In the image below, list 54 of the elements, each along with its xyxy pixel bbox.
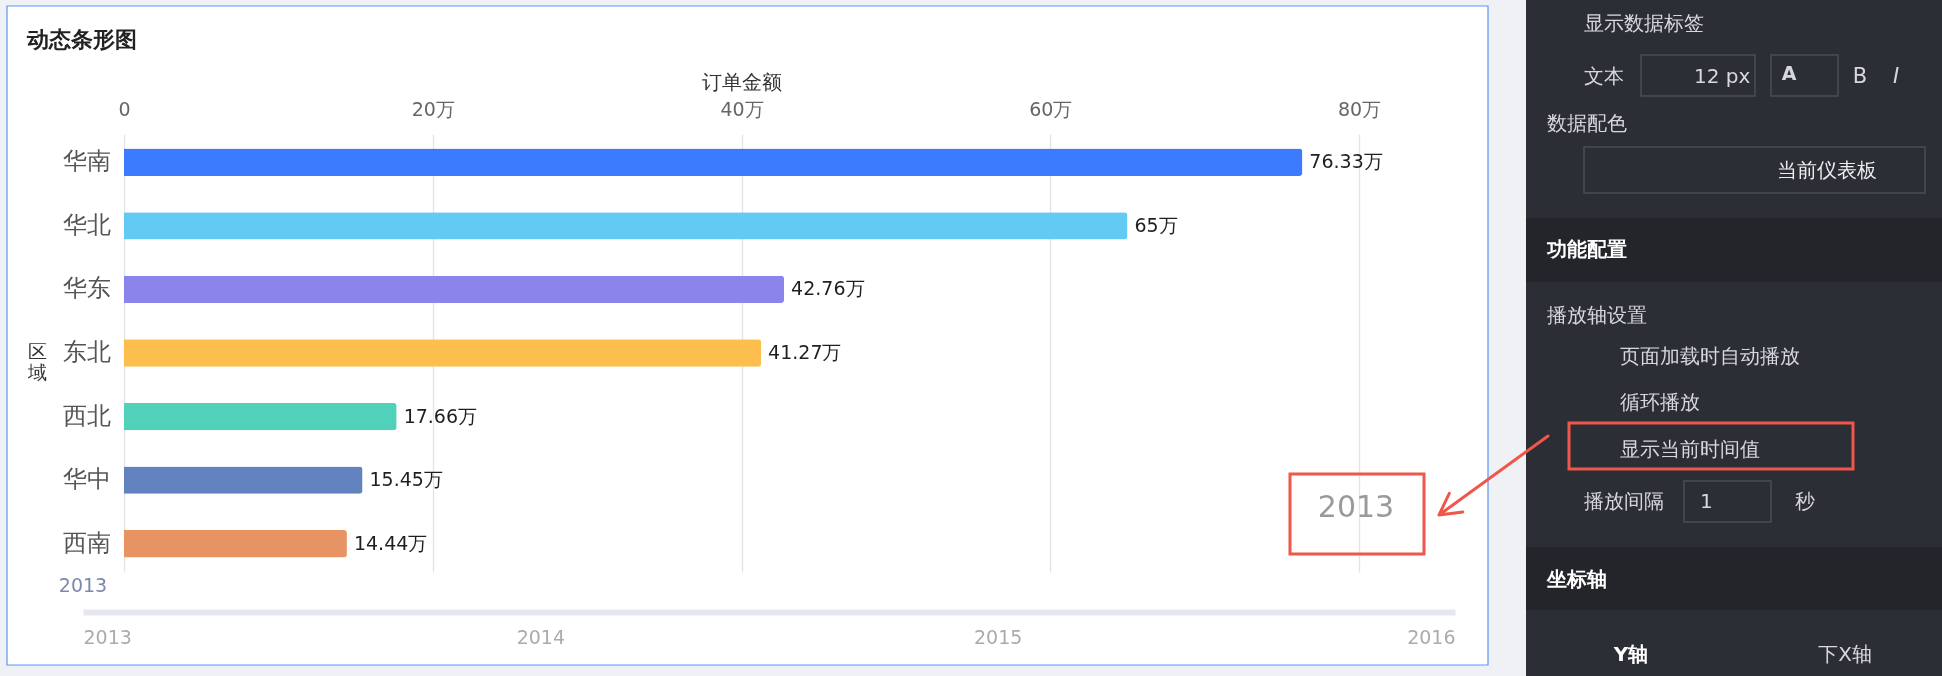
text: 显示数据标签: [1584, 11, 1704, 35]
text: 播放间隔: [1584, 489, 1664, 513]
x2-tick-label: 2016: [1407, 625, 1456, 648]
y-tick-label: 华东: [62, 274, 111, 303]
text: A: [1781, 62, 1797, 84]
y-tick-label: 华北: [62, 210, 111, 239]
x-axis-title: 订单金额: [702, 69, 782, 94]
text: 循环播放: [1620, 390, 1700, 414]
text: I: [1892, 64, 1900, 88]
text: 下X轴: [1818, 642, 1872, 666]
data-label: 14.44万: [353, 531, 428, 554]
y-tick-label: 华南: [62, 147, 111, 176]
bar: [124, 466, 363, 494]
text: 文本: [1584, 64, 1624, 88]
x2-tick-label: 2015: [973, 625, 1023, 648]
data-label: 15.45万: [369, 468, 443, 491]
text: 页面加载时自动播放: [1620, 344, 1800, 368]
text: 功能配置: [1546, 237, 1627, 261]
text: B: [1852, 64, 1868, 88]
text: 坐标轴: [1546, 567, 1607, 591]
text: Y轴: [1612, 642, 1649, 666]
text: 播放轴设置: [1547, 303, 1647, 327]
x-tick-label: 60万: [1029, 97, 1073, 120]
x2-tick-label: 2014: [516, 625, 566, 648]
y-tick-label: 西南: [62, 528, 111, 557]
x-tick-label: 0: [118, 97, 131, 120]
bar: [124, 339, 762, 367]
y-tick-label: 东北: [62, 338, 111, 366]
x-tick-label: 20万: [411, 97, 455, 120]
text: 数据配色: [1547, 111, 1627, 135]
text: 秒: [1795, 489, 1815, 513]
annotation: 2013: [1317, 489, 1395, 524]
bar: [124, 275, 785, 304]
text: 1: [1700, 489, 1713, 513]
x2-tick-label: 2013: [83, 625, 132, 648]
y-tick-label: 西北: [62, 401, 111, 430]
x-tick-label: 80万: [1337, 97, 1382, 120]
x-tick-label: 40万: [720, 97, 764, 120]
bar: [124, 148, 1303, 176]
text: 当前仪表板: [1777, 158, 1877, 182]
data-label: 41.27万: [768, 341, 842, 363]
text: 12 px: [1694, 64, 1751, 88]
bar: [124, 212, 1128, 240]
data-label: 42.76万: [791, 277, 865, 300]
y-axis-title: 区域: [27, 339, 47, 383]
bar: [124, 530, 347, 558]
text: 2013: [58, 574, 108, 596]
chart-title: 动态条形图: [26, 27, 137, 52]
bar: [124, 402, 397, 431]
text: 显示当前时间值: [1620, 437, 1760, 461]
data-label: 17.66万: [403, 404, 478, 427]
data-label: 65万: [1134, 213, 1178, 236]
data-label: 76.33万: [1309, 150, 1383, 173]
y-tick-label: 华中: [62, 465, 111, 494]
